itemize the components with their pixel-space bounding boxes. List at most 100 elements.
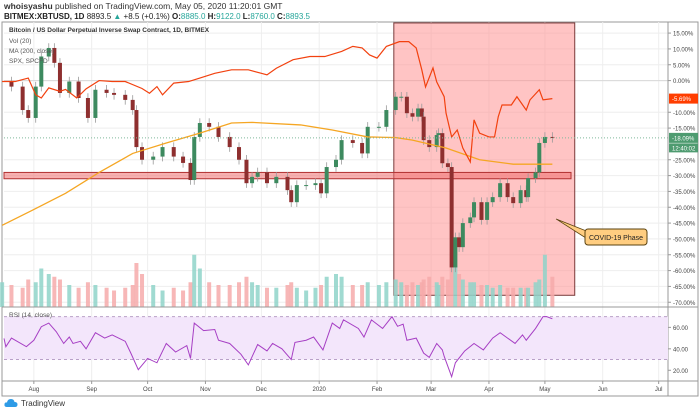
rsi-line: [3, 315, 553, 379]
volume-bar: [160, 290, 165, 307]
volume-bar: [264, 287, 269, 307]
price-tick-label: -45.00%: [673, 222, 696, 228]
candle: [216, 126, 221, 137]
volume-bar: [485, 285, 490, 307]
candle: [140, 147, 145, 160]
tradingview-footer: TradingView: [4, 398, 65, 408]
candle: [188, 162, 193, 181]
volume-bar: [244, 276, 249, 307]
volume-bar: [294, 287, 299, 307]
candle: [399, 96, 404, 98]
volume-bar: [339, 276, 344, 307]
time-tick-label: Feb: [372, 387, 383, 393]
volume-bar: [227, 285, 232, 307]
price-tick-label: -55.00%: [673, 253, 696, 259]
ma-200-line: [1, 121, 553, 226]
candle: [445, 163, 450, 168]
volume-bar: [319, 285, 324, 307]
time-tick-label: 2020: [313, 387, 327, 393]
tradingview-brand[interactable]: TradingView: [21, 398, 66, 408]
candle: [404, 96, 409, 114]
candle: [67, 81, 72, 93]
candle: [542, 136, 547, 143]
time-tick-label: Sep: [86, 387, 97, 393]
publish-info: whoisyashu published on TradingView.com,…: [4, 1, 282, 11]
candle: [334, 159, 338, 168]
candle: [434, 135, 439, 148]
volume-bar: [404, 285, 409, 307]
candle: [264, 172, 269, 184]
low-value: 8760.0: [250, 12, 275, 21]
candle: [255, 172, 260, 177]
rsi-band: [4, 316, 668, 360]
candle: [192, 136, 197, 181]
price-tick-label: -10.00%: [673, 111, 696, 117]
volume-bar: [104, 287, 109, 307]
candle: [550, 136, 555, 138]
time-tick-label: Jul: [655, 387, 663, 393]
candle: [112, 92, 117, 95]
candle: [294, 185, 299, 203]
candle: [350, 140, 355, 143]
candle: [416, 108, 421, 117]
candle: [339, 140, 344, 160]
volume-bar: [533, 282, 538, 307]
price-tick-label: -30.00%: [673, 174, 696, 180]
candle: [123, 94, 128, 100]
volume-bar: [518, 287, 523, 307]
volume-bar: [511, 287, 516, 307]
up-arrow-icon: ▲: [113, 12, 122, 21]
bar-countdown-text: 12:40:02: [672, 146, 696, 152]
author-name[interactable]: whoisyashu: [4, 1, 53, 11]
spx-line: [2, 41, 553, 165]
tradingview-cloud-icon: [4, 399, 18, 407]
volume-bar: [151, 285, 156, 307]
volume-bar: [0, 282, 5, 307]
candle: [244, 159, 249, 184]
volume-bar: [130, 285, 135, 307]
volume-bar: [46, 274, 51, 307]
candle: [533, 172, 538, 179]
candle: [485, 202, 490, 220]
candle: [319, 183, 324, 194]
volume-bar: [304, 290, 309, 307]
volume-bar: [93, 285, 98, 307]
candle: [57, 62, 62, 93]
candle: [518, 190, 523, 204]
legend-entry: SPX, SPCFD: [9, 58, 48, 65]
candle: [39, 56, 44, 87]
volume-bar: [427, 276, 432, 307]
candle: [526, 178, 531, 198]
volume-bar: [57, 279, 62, 307]
volume-bar: [9, 285, 14, 307]
candle: [421, 116, 426, 141]
volume-bar: [436, 285, 441, 307]
candle: [498, 183, 503, 198]
price-tick-label: -40.00%: [673, 206, 696, 212]
volume-bar: [498, 285, 503, 307]
candle: [151, 156, 156, 160]
candle: [304, 185, 309, 187]
bar-countdown-label: [669, 143, 698, 153]
volume-bar: [376, 285, 381, 307]
volume-bar: [134, 263, 139, 307]
volume-bar: [526, 287, 531, 307]
time-tick-label: Mar: [426, 387, 436, 393]
rsi-tick-label: 20.00: [673, 369, 689, 375]
time-tick-label: Aug: [28, 387, 39, 393]
high-label: H:: [207, 12, 217, 21]
volume-bar: [285, 285, 290, 307]
volume-bar: [192, 254, 197, 307]
volume-bar: [250, 282, 255, 307]
volume-bar: [274, 287, 279, 307]
volume-bar: [216, 285, 221, 307]
candle: [181, 156, 186, 163]
open-value: 8885.0: [180, 12, 206, 21]
candle: [85, 98, 90, 118]
volume-bar: [460, 279, 465, 307]
volume-bar: [188, 282, 193, 307]
volume-bar: [542, 254, 547, 307]
price-tick-label: 15.00%: [673, 32, 694, 38]
candle: [171, 147, 176, 157]
